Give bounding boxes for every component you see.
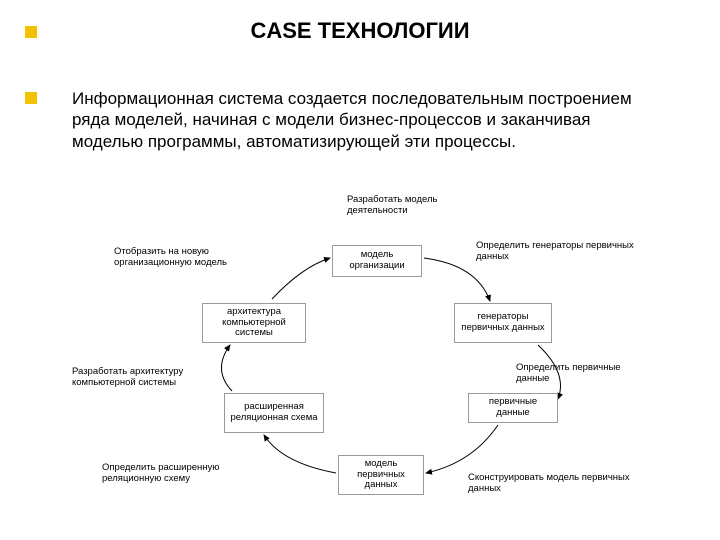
label-l3: Определить первичные данные xyxy=(516,363,646,385)
label-l5: Определить расширенную реляционную схему xyxy=(102,463,262,485)
label-l6: Разработать архитектуру компьютерной сис… xyxy=(72,367,242,389)
intro-paragraph: Информационная система создается последо… xyxy=(72,88,632,152)
node-primary: первичные данные xyxy=(468,393,558,423)
node-generators: генераторы первичных данных xyxy=(454,303,552,343)
node-arch_comp: архитектура компьютерной системы xyxy=(202,303,306,343)
node-ext_rel: расширенная реляционная схема xyxy=(224,393,324,433)
case-cycle-diagram: модель организации генераторы первичных д… xyxy=(72,195,648,525)
node-model_prim: модель первичных данных xyxy=(338,455,424,495)
arrow-model_prim-to-ext_rel xyxy=(264,435,336,473)
page-title: CASE ТЕХНОЛОГИИ xyxy=(0,18,720,44)
label-l7: Отобразить на новую организационную моде… xyxy=(114,247,284,269)
accent-bar-2 xyxy=(25,92,37,104)
label-l4: Сконструировать модель первичных данных xyxy=(468,473,638,495)
label-l1: Разработать модель деятельности xyxy=(347,195,497,217)
arrow-primary-to-model_prim xyxy=(426,425,498,473)
label-l2: Определить генераторы первичных данных xyxy=(476,241,636,263)
node-model_org: модель организации xyxy=(332,245,422,277)
arrow-model_org-to-generators xyxy=(424,258,490,301)
